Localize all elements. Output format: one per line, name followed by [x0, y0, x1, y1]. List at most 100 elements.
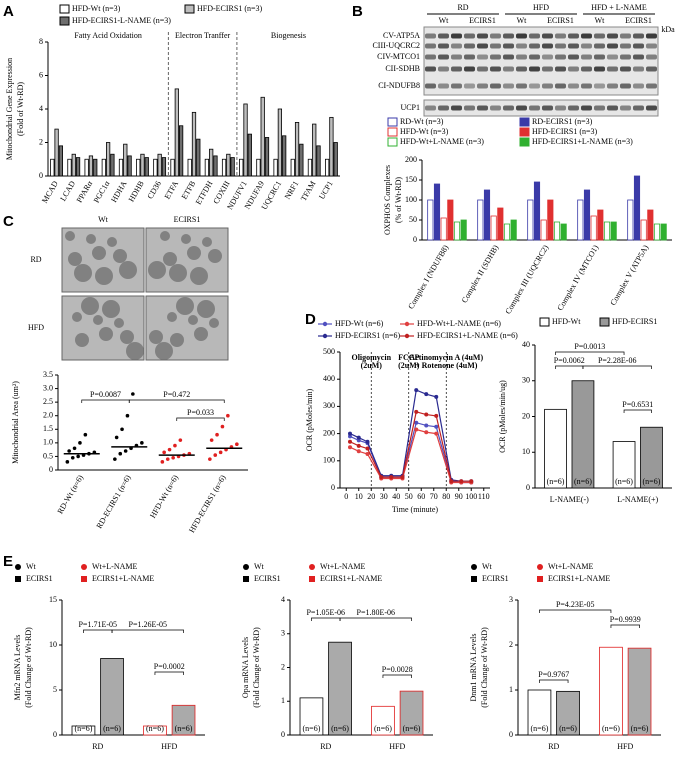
band [594, 105, 605, 111]
band [555, 83, 566, 89]
data-point [235, 442, 239, 447]
band [503, 54, 514, 60]
band [568, 66, 579, 72]
data-point [356, 449, 361, 454]
band [646, 83, 657, 89]
micrograph-detail [155, 342, 173, 360]
bar [277, 108, 282, 177]
bar [440, 217, 447, 241]
legend-label: Wt [254, 562, 265, 571]
bracket [623, 409, 652, 413]
legend-swatch [599, 317, 610, 327]
micrograph-detail [167, 312, 177, 322]
n-label: (n=6) [75, 724, 93, 733]
bar [312, 123, 317, 177]
x-tick-label: Complex V (ATP5A) [608, 243, 650, 307]
bar [653, 223, 661, 241]
x-tick-label: 20 [367, 492, 375, 501]
band [451, 66, 462, 72]
bar [324, 158, 330, 177]
injection-label: (2uM) [361, 361, 383, 370]
bar [230, 157, 235, 177]
y-axis-label: (Fold Change of Wt-RD) [24, 627, 33, 708]
band-label: CIV-MTCO1 [377, 52, 420, 61]
bar [510, 219, 517, 241]
band [633, 33, 644, 39]
y-tick-label: 200 [405, 155, 417, 164]
blot-lane: Wt [595, 16, 606, 25]
y-axis-label: Dnm1 mRNA Levels [469, 634, 478, 702]
data-point [162, 450, 166, 455]
bar [256, 158, 261, 177]
data-point [213, 453, 218, 457]
x-tick-label: TFAM [299, 179, 318, 202]
band [568, 83, 579, 89]
data-point [424, 430, 429, 435]
micrograph-detail [113, 249, 127, 263]
micrograph-detail [169, 264, 187, 282]
x-tick-label: RD [548, 742, 559, 751]
data-point [348, 445, 352, 450]
bar [660, 223, 667, 241]
y-tick-label: 10 [49, 640, 57, 649]
band [542, 54, 553, 60]
bar [371, 705, 395, 736]
micrograph-detail [163, 252, 177, 266]
band [451, 83, 462, 89]
band [490, 66, 501, 72]
bar [196, 138, 201, 177]
y-tick-label: 1.5 [43, 424, 53, 433]
bar [299, 143, 304, 177]
band [438, 43, 449, 49]
bar [483, 189, 491, 241]
band [477, 66, 488, 72]
bar [583, 189, 591, 241]
legend-label: HFD-ECIRS1+L-NAME (n=3) [532, 137, 633, 146]
data-point [348, 431, 352, 436]
legend-label: Wt+L-NAME [320, 562, 366, 571]
data-point [424, 392, 429, 397]
y-tick-label: 0 [49, 465, 53, 474]
data-point [424, 423, 429, 428]
bracket [176, 417, 225, 421]
legend-swatch [387, 137, 398, 147]
y-tick-label: 0 [39, 171, 43, 180]
x-tick-label: 30 [380, 492, 388, 501]
micrograph-detail [148, 261, 166, 279]
legend-swatch [15, 576, 21, 582]
legend-swatch [387, 127, 398, 137]
bracket [81, 399, 130, 403]
band-label: CII-SDHB [385, 64, 420, 73]
y-tick-label: 6 [39, 70, 43, 79]
legend-label: HFD-ECIRS1-L-NAME (n=3) [72, 16, 171, 25]
injection-label: + Rotenone (4uM) [415, 361, 478, 370]
band [594, 54, 605, 60]
data-point [78, 441, 82, 445]
data-point [83, 432, 88, 437]
bar [316, 145, 321, 177]
bar [290, 158, 295, 177]
band [516, 66, 527, 72]
band [542, 105, 553, 111]
bracket [539, 609, 612, 613]
bar [627, 199, 634, 241]
band [490, 33, 501, 39]
n-label: (n=6) [559, 724, 577, 733]
band [425, 83, 436, 89]
band [503, 43, 514, 49]
bracket [311, 617, 341, 621]
band [568, 105, 579, 111]
band [581, 66, 592, 72]
y-tick-label: 30 [522, 376, 530, 385]
y-tick-label: 2 [39, 137, 43, 146]
data-point [208, 457, 212, 461]
legend-swatch [322, 333, 328, 339]
x-tick-label: Complex IV (MTCO1) [555, 243, 600, 312]
band [568, 33, 579, 39]
data-point [220, 424, 225, 429]
bar [140, 153, 145, 177]
band [607, 83, 618, 89]
data-point [67, 449, 71, 453]
y-tick-label: 0 [509, 730, 513, 739]
band [581, 33, 592, 39]
